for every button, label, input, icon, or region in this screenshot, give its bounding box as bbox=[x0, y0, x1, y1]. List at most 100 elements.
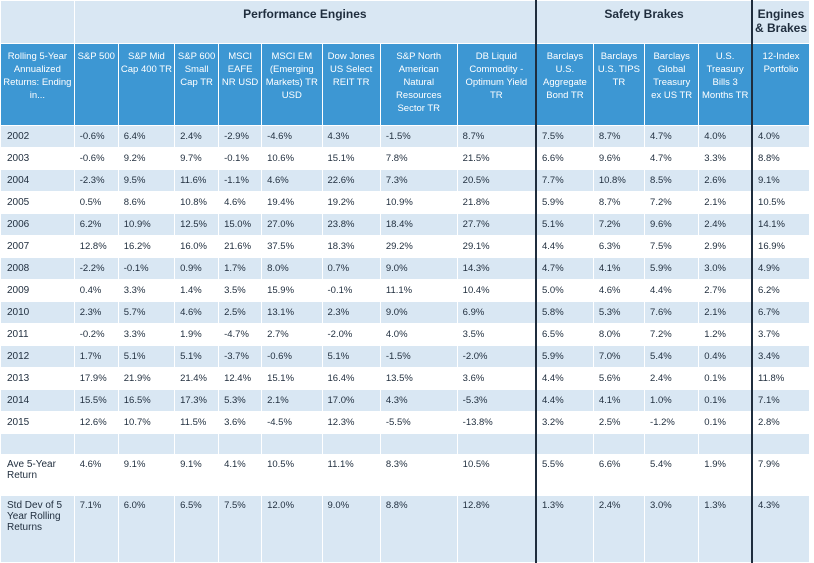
row-label: 2002 bbox=[0, 125, 75, 148]
table-cell: 7.0% bbox=[592, 345, 646, 368]
table-cell: -0.6% bbox=[261, 345, 323, 368]
spacer-cell bbox=[456, 433, 537, 455]
table-cell: 9.0% bbox=[379, 257, 458, 280]
table-cell: 3.3% bbox=[117, 279, 176, 302]
table-cell: 2.9% bbox=[698, 235, 754, 258]
row-label: 2008 bbox=[0, 257, 75, 280]
table-cell: 5.4% bbox=[644, 345, 700, 368]
row-label: Ave 5-Year Return bbox=[0, 454, 75, 496]
column-header: MSCI EAFE NR USD bbox=[218, 43, 263, 126]
table-cell: 7.5% bbox=[218, 495, 263, 563]
table-cell: 23.8% bbox=[321, 213, 381, 236]
table-cell: 8.7% bbox=[592, 191, 646, 214]
table-cell: -2.0% bbox=[321, 323, 381, 346]
table-cell: -0.1% bbox=[321, 279, 381, 302]
table-cell: 15.0% bbox=[218, 213, 263, 236]
table-cell: 3.5% bbox=[456, 323, 537, 346]
row-label: 2005 bbox=[0, 191, 75, 214]
table-cell: 7.9% bbox=[751, 454, 811, 496]
table-cell: 7.1% bbox=[751, 389, 811, 412]
table-cell: 8.7% bbox=[456, 125, 537, 148]
table-cell: 0.5% bbox=[73, 191, 119, 214]
column-header: S&P Mid Cap 400 TR bbox=[117, 43, 176, 126]
table-cell: 10.5% bbox=[456, 454, 537, 496]
table-cell: 21.8% bbox=[456, 191, 537, 214]
row-label: 2013 bbox=[0, 367, 75, 390]
table-cell: 10.8% bbox=[592, 169, 646, 192]
table-cell: 13.5% bbox=[379, 367, 458, 390]
table-cell: 21.9% bbox=[117, 367, 176, 390]
table-cell: 1.9% bbox=[698, 454, 754, 496]
table-cell: 19.4% bbox=[261, 191, 323, 214]
table-row: 2012 1.7% 5.1% 5.1% -3.7% -0.6% 5.1% -1.5% -2.0%… bbox=[0, 345, 811, 368]
group-header-brakes: Safety Brakes bbox=[535, 0, 754, 44]
table-cell: 16.9% bbox=[751, 235, 811, 258]
table-cell: 1.4% bbox=[174, 279, 220, 302]
table-cell: 8.0% bbox=[592, 323, 646, 346]
column-header: Dow Jones US Select REIT TR bbox=[321, 43, 381, 126]
table-cell: 0.4% bbox=[73, 279, 119, 302]
table-cell: 27.7% bbox=[456, 213, 537, 236]
table-cell: 4.0% bbox=[698, 125, 754, 148]
table-cell: 4.0% bbox=[751, 125, 811, 148]
table-cell: -2.0% bbox=[456, 345, 537, 368]
spacer-cell bbox=[535, 433, 594, 455]
table-cell: -2.3% bbox=[73, 169, 119, 192]
table-cell: 5.9% bbox=[535, 191, 594, 214]
table-cell: 6.5% bbox=[174, 495, 220, 563]
table-cell: 5.1% bbox=[321, 345, 381, 368]
table-cell: 2.1% bbox=[261, 389, 323, 412]
table-cell: 10.6% bbox=[261, 147, 323, 170]
table-cell: 10.7% bbox=[117, 411, 176, 434]
table-cell: 6.6% bbox=[535, 147, 594, 170]
table-cell: 4.4% bbox=[535, 235, 594, 258]
table-cell: 8.7% bbox=[592, 125, 646, 148]
table-body: 2002 -0.6% 6.4% 2.4% -2.9% -4.6% 4.3% -1.5% 8.7%… bbox=[0, 125, 811, 563]
table-cell: 7.3% bbox=[379, 169, 458, 192]
spacer-cell bbox=[644, 433, 700, 455]
row-label: 2004 bbox=[0, 169, 75, 192]
table-cell: 2.6% bbox=[698, 169, 754, 192]
table-cell: 2.4% bbox=[174, 125, 220, 148]
table-cell: -4.6% bbox=[261, 125, 323, 148]
table-row: 2015 12.6% 10.7% 11.5% 3.6% -4.5% 12.3% -5.5% -1… bbox=[0, 411, 811, 434]
table-cell: 29.2% bbox=[379, 235, 458, 258]
table-cell: 5.9% bbox=[535, 345, 594, 368]
table-cell: 16.5% bbox=[117, 389, 176, 412]
table-cell: 5.6% bbox=[592, 367, 646, 390]
table-cell: -1.5% bbox=[379, 345, 458, 368]
table-cell: 5.5% bbox=[535, 454, 594, 496]
table-cell: 0.9% bbox=[174, 257, 220, 280]
table-cell: 21.6% bbox=[218, 235, 263, 258]
table-cell: 2.4% bbox=[698, 213, 754, 236]
column-header: S&P 600 Small Cap TR bbox=[174, 43, 220, 126]
table-cell: 3.3% bbox=[117, 323, 176, 346]
table-cell: 4.4% bbox=[535, 389, 594, 412]
table-cell: 4.3% bbox=[751, 495, 811, 563]
table-cell: 9.1% bbox=[117, 454, 176, 496]
table-cell: 9.0% bbox=[321, 495, 381, 563]
table-cell: -5.5% bbox=[379, 411, 458, 434]
table-cell: -5.3% bbox=[456, 389, 537, 412]
spacer-cell bbox=[379, 433, 458, 455]
column-header: S&P North American Natural Resources Sec… bbox=[379, 43, 458, 126]
table-cell: 0.7% bbox=[321, 257, 381, 280]
table-cell: 5.1% bbox=[535, 213, 594, 236]
spacer-cell bbox=[174, 433, 220, 455]
table-cell: 5.1% bbox=[117, 345, 176, 368]
table-cell: 5.8% bbox=[535, 301, 594, 324]
table-cell: 9.0% bbox=[379, 301, 458, 324]
table-cell: 3.2% bbox=[535, 411, 594, 434]
table-cell: 4.7% bbox=[535, 257, 594, 280]
spacer-cell bbox=[73, 433, 119, 455]
table-cell: -2.9% bbox=[218, 125, 263, 148]
table-cell: 8.0% bbox=[261, 257, 323, 280]
table-row: 2011 -0.2% 3.3% 1.9% -4.7% 2.7% -2.0% 4.0% 3.5% 6… bbox=[0, 323, 811, 346]
column-header: 12-Index Portfolio bbox=[751, 43, 811, 126]
table-cell: 0.1% bbox=[698, 367, 754, 390]
corner-cell bbox=[0, 0, 75, 44]
row-label: 2010 bbox=[0, 301, 75, 324]
table-cell: 1.9% bbox=[174, 323, 220, 346]
table-cell: 7.2% bbox=[592, 213, 646, 236]
table-cell: 4.1% bbox=[592, 257, 646, 280]
